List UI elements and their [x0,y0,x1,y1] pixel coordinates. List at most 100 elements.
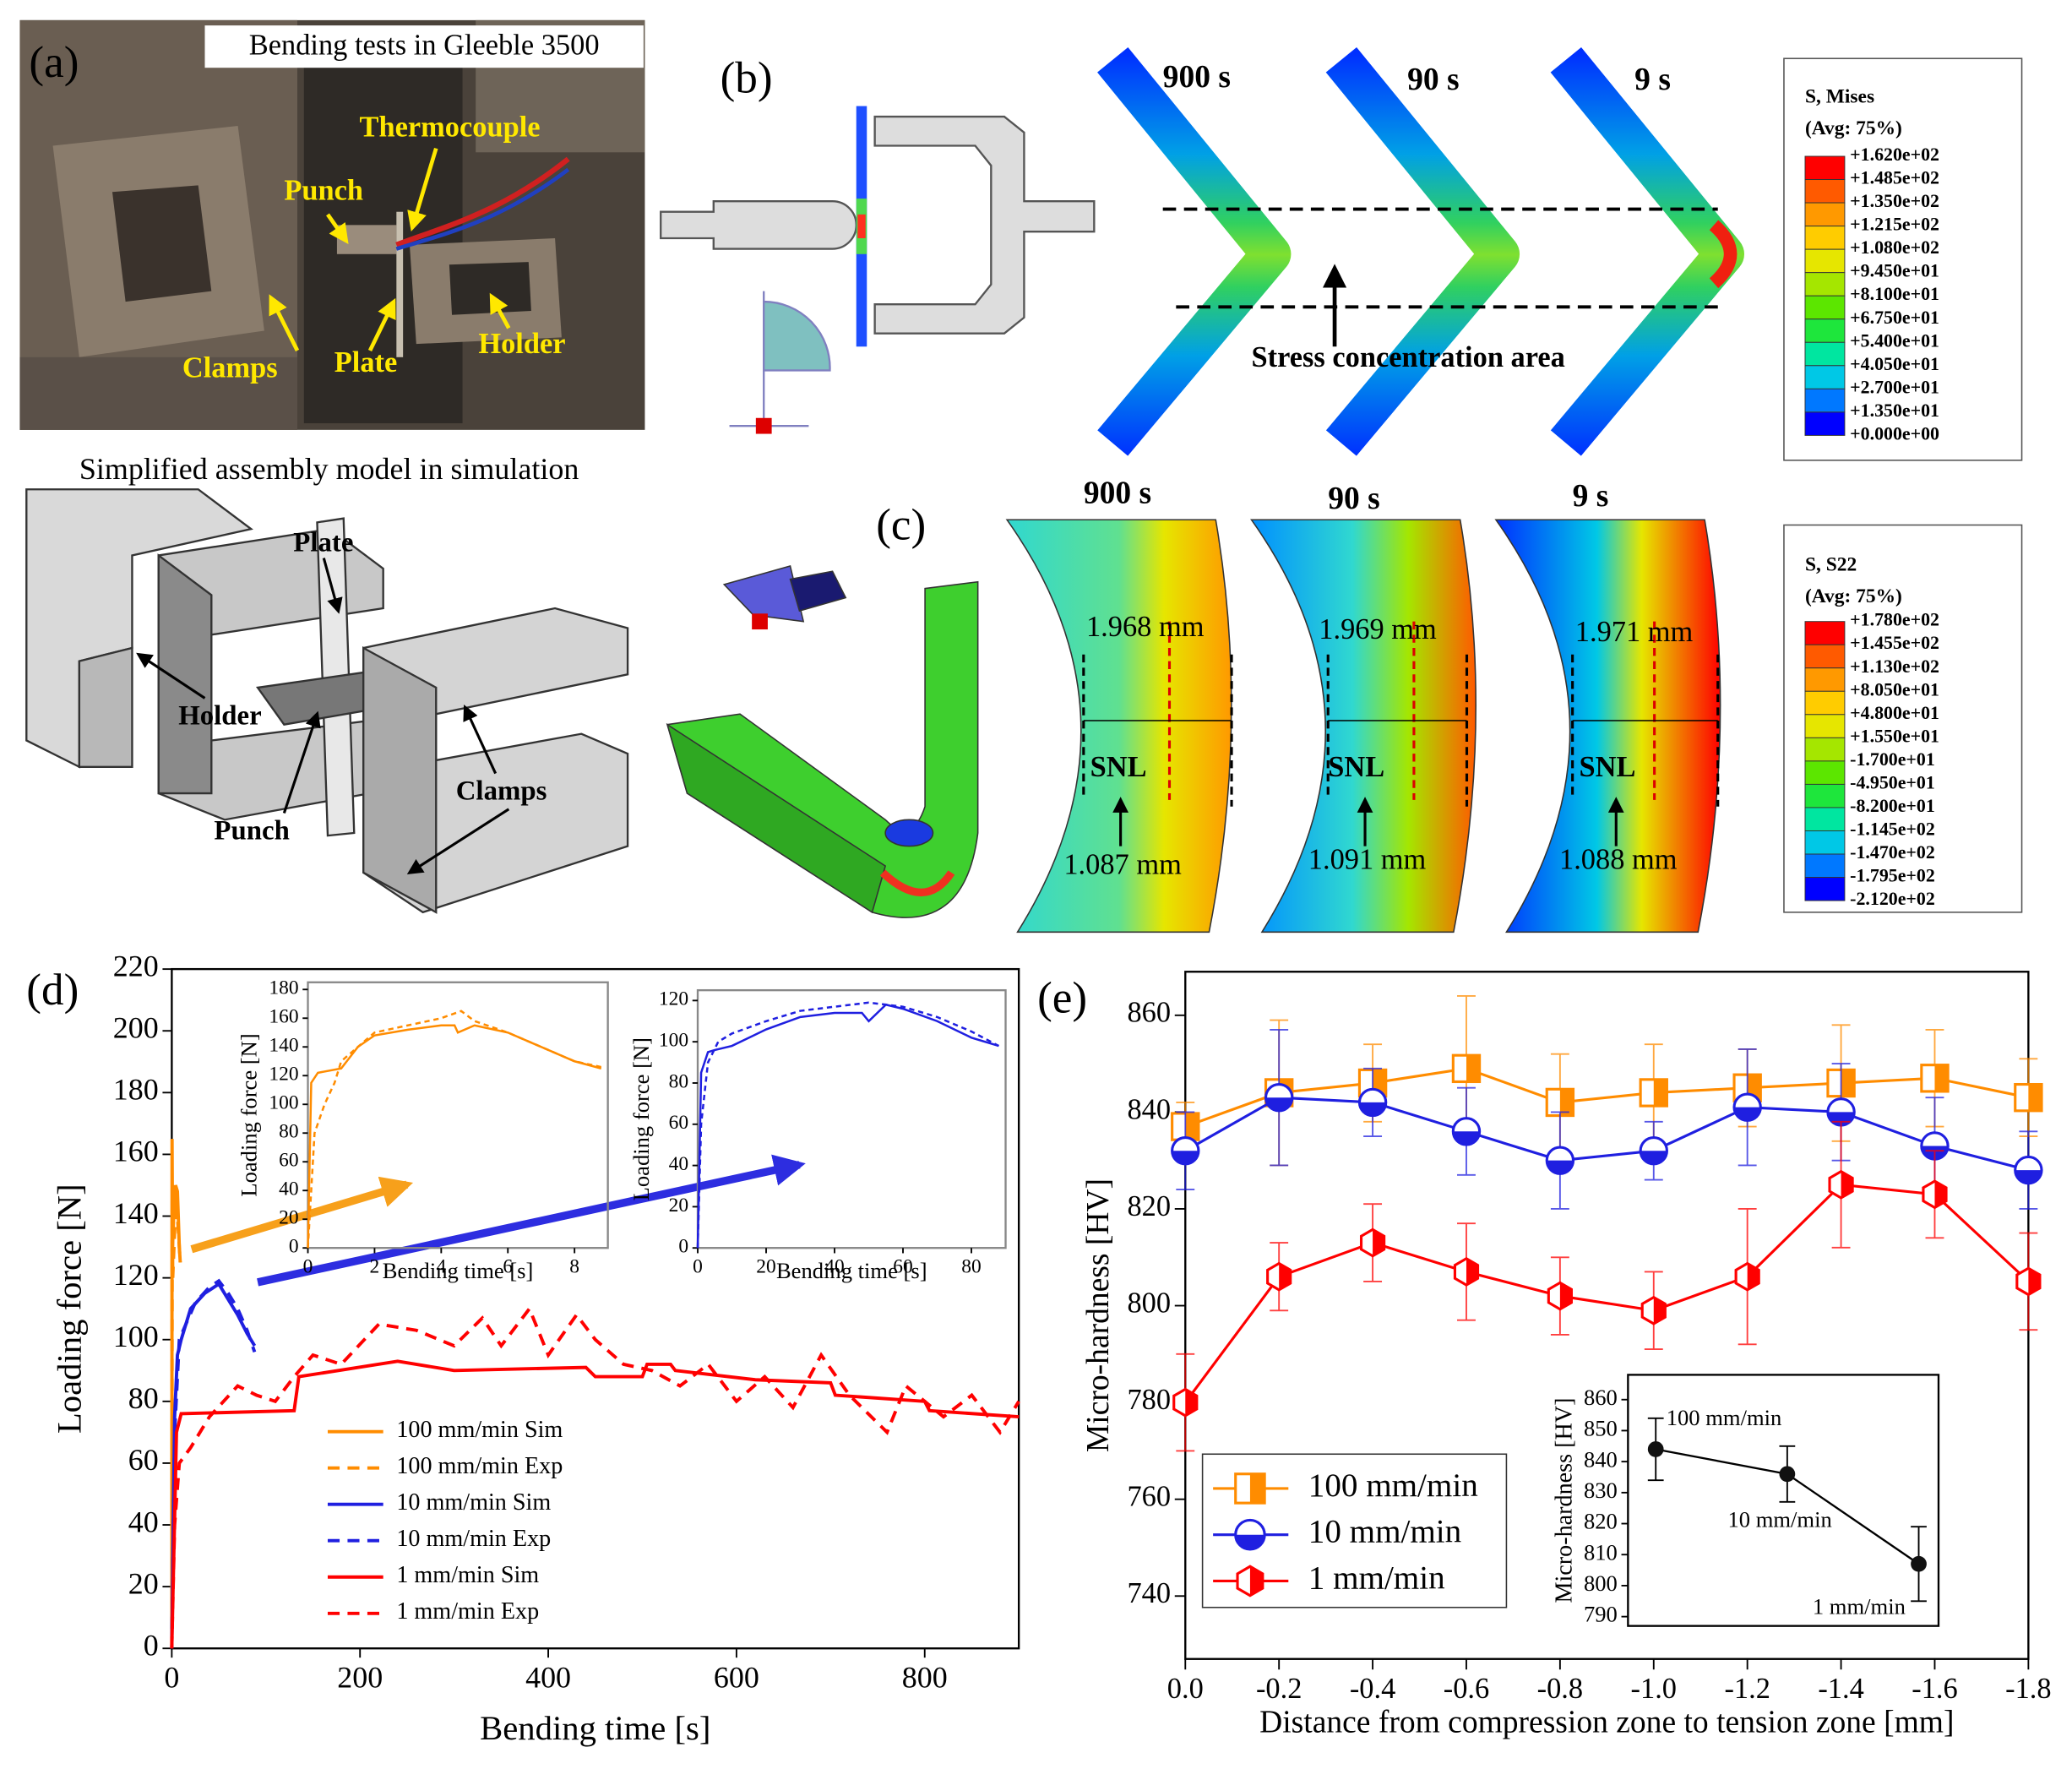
marker-fill [1279,1263,1291,1290]
marker [2014,1082,2043,1113]
marker [1639,1078,1668,1108]
y-tick-label: 200 [113,1010,159,1044]
y-tick-label: 40 [669,1153,688,1175]
contour-band [1494,519,1721,933]
marker-fill [2015,1170,2042,1184]
y-tick-label: 160 [269,1006,298,1028]
y-tick-label: 860 [1584,1385,1618,1410]
legend-value: -1.795e+02 [1850,865,1935,886]
marker-fill [1359,1102,1386,1116]
legend-value: +1.080e+02 [1850,237,1939,258]
panel-label: (c) [876,499,926,549]
marker-fill [1747,1263,1759,1290]
x-tick-label: -0.6 [1444,1673,1489,1705]
photo-label: Holder [478,328,565,360]
y-tick-label: 120 [269,1064,298,1086]
y-tick-label: 140 [269,1035,298,1057]
plot-frame [696,988,1007,1249]
series-line [170,1184,182,1649]
legend-value: -1.145e+02 [1850,819,1935,840]
legend-swatch [1804,179,1846,204]
model-label: Holder [178,700,262,731]
marker-fill [1653,1079,1667,1107]
series-line [170,1139,182,1649]
x-tick-label: -0.4 [1350,1673,1395,1705]
thickness-label: 1.091 mm [1308,843,1427,875]
marker [1647,1441,1664,1457]
legend-label: 10 mm/min Exp [396,1526,551,1552]
y-tick-label: 800 [1127,1287,1171,1319]
photo-label: Thermocouple [360,112,541,144]
legend-swatch [1804,411,1846,436]
legend-value: +1.350e+01 [1850,400,1939,421]
x-tick-label: -0.8 [1537,1673,1583,1705]
y-tick-label: 20 [128,1566,159,1600]
model-title: Simplified assembly model in simulation [79,452,579,486]
contour-band [1005,519,1232,933]
legend-label: 10 mm/min [1308,1514,1461,1550]
series-line [1184,1183,2030,1404]
x-tick-label: 2 [370,1255,380,1277]
legend-swatch [1804,737,1846,762]
x-tick-label: -1.6 [1912,1673,1957,1705]
y-tick-label: 40 [279,1178,298,1200]
legend-swatch [1804,853,1846,879]
plot-frame [171,967,1020,1650]
marker [2014,1155,2043,1185]
y-axis-label: Loading force [N] [50,1184,88,1434]
y-tick-label: 20 [669,1195,688,1217]
y-tick-label: 760 [1127,1481,1171,1513]
legend-swatch [1804,877,1846,901]
legend-swatch [1804,621,1846,645]
x-tick-label: 400 [525,1660,571,1694]
time-label: 9 s [1573,479,1609,514]
marker [2015,1266,2042,1297]
legend-label: 1 mm/min Exp [396,1598,539,1625]
legend-value: +6.750e+01 [1850,307,1939,328]
marker-fill [1653,1297,1666,1324]
marker [1911,1555,1927,1572]
legend-title: S, S22 [1805,553,1857,575]
y-tick-label: 800 [1584,1570,1618,1596]
y-tick-label: 60 [669,1112,688,1134]
series-line [1184,1096,2029,1172]
legend-title: (Avg: 75%) [1805,117,1902,139]
x-tick-label: -1.4 [1818,1673,1863,1705]
series-line [696,1001,999,1249]
legend-swatch [1804,202,1846,227]
y-tick-label: 40 [128,1505,159,1538]
series-line [170,1282,257,1649]
x-tick-label: 0 [303,1255,313,1277]
neutral-lines [1082,621,1720,807]
legend-value: +1.455e+02 [1850,632,1939,653]
legend-marker [1236,1565,1264,1598]
marker [1640,1295,1667,1325]
marker-fill [1185,1389,1197,1416]
legend-value: +5.400e+01 [1850,329,1939,351]
y-tick-label: 0 [289,1236,299,1258]
legend-label: 1 mm/min Sim [396,1562,539,1588]
snl-label: SNL [1579,751,1635,783]
model-label: Punch [214,816,289,846]
x-tick-label: 4 [436,1255,446,1277]
legend-label: 100 mm/min Sim [396,1417,563,1443]
bent-plates-mises [1097,46,1745,456]
time-label: 9 s [1634,63,1671,97]
x-tick-label: 20 [756,1255,775,1277]
legend-marker [1234,1472,1266,1505]
photo-label: Clamps [182,351,278,384]
marker-fill [1453,1131,1480,1145]
plot-frame [1627,1374,1940,1627]
point-label: 100 mm/min [1667,1405,1782,1430]
legend-swatch [1804,226,1846,250]
series-line [170,1305,1020,1649]
y-axis-label: Loading force [N] [236,1033,261,1196]
stress-hotspot [1709,220,1738,289]
y-axis-label: Micro-hardness [HV] [1551,1398,1577,1603]
inset-arrow [190,1176,414,1254]
legend-swatch [1804,272,1846,297]
panel-label: (b) [721,53,773,103]
time-label: 90 s [1328,482,1380,516]
time-label: 900 s [1084,476,1151,511]
